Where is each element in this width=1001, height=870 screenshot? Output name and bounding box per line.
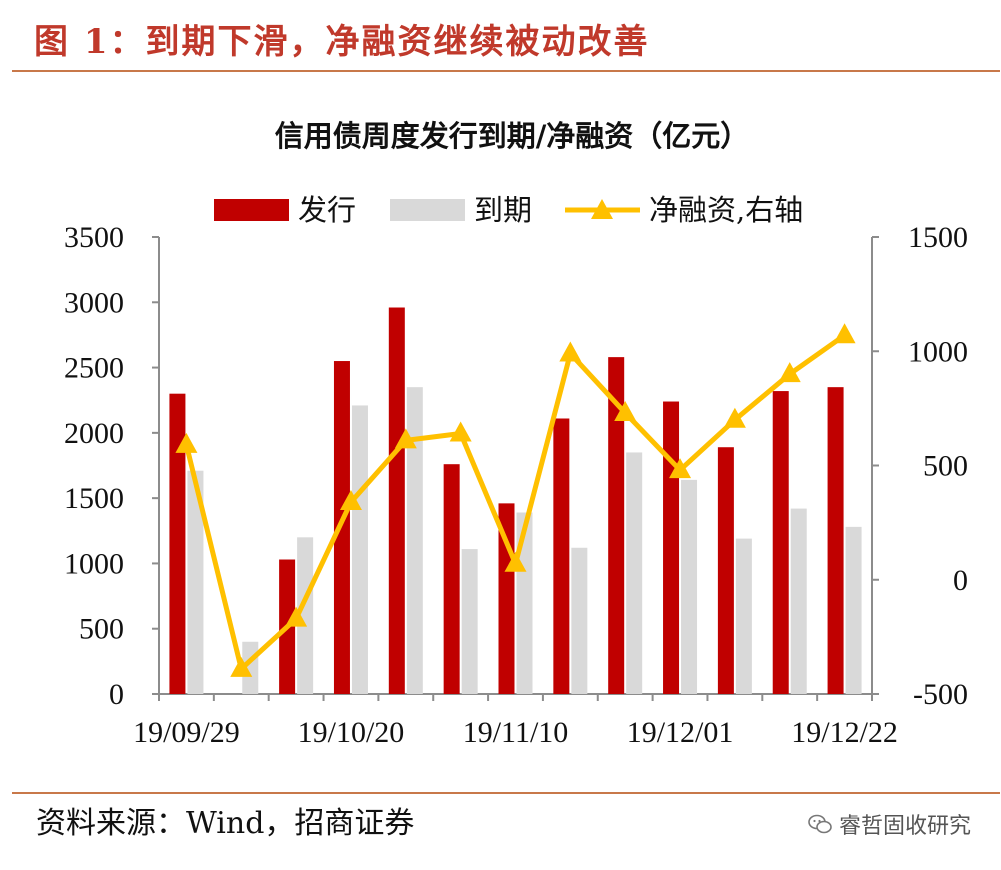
bar-maturity	[516, 512, 533, 694]
right-tick-label: 1500	[908, 221, 968, 254]
bar-maturity	[187, 470, 204, 694]
legend-swatch-maturity	[390, 199, 465, 221]
left-tick-label: 0	[109, 678, 124, 711]
watermark-label: 睿哲固收研究	[838, 814, 971, 839]
bar-issuance	[553, 418, 570, 694]
figure-title: 图 1：到期下滑，净融资继续被动改善	[34, 22, 650, 62]
axes: 0 500 1000 1500 2000 2500 3000 3500 -500 0 500 1000…	[64, 221, 968, 749]
left-tick-label: 500	[79, 613, 124, 646]
net-financing-point	[559, 341, 582, 362]
net-financing-point	[449, 421, 472, 442]
legend-label-issuance: 发行	[298, 193, 356, 227]
legend: 发行 到期 净融资,右轴	[214, 193, 803, 227]
legend-label-net: 净融资,右轴	[649, 193, 803, 227]
net-line	[175, 323, 856, 677]
right-tick-label: -500	[913, 678, 968, 711]
net-financing-point	[339, 490, 362, 511]
bar-maturity	[571, 547, 588, 694]
net-financing-point	[230, 656, 253, 677]
bars	[169, 307, 862, 694]
legend-swatch-issuance	[214, 199, 289, 221]
left-tick-label: 3500	[64, 221, 124, 254]
net-financing-point	[504, 551, 527, 572]
bar-issuance	[827, 387, 844, 694]
bar-issuance	[443, 464, 460, 694]
x-tick-label: 19/12/22	[791, 716, 898, 749]
bar-maturity	[845, 526, 862, 694]
bar-maturity	[351, 405, 368, 694]
net-financing-point	[669, 458, 692, 479]
bar-maturity	[735, 538, 752, 694]
bar-issuance	[772, 391, 789, 694]
bar-maturity	[626, 452, 643, 694]
bottom-rule	[12, 792, 1000, 794]
chart: 信用债周度发行到期/净融资（亿元） 发行 到期 净融资,右轴 0 500 1000 1…	[64, 119, 968, 749]
bar-issuance	[169, 393, 186, 694]
bar-issuance	[333, 361, 350, 694]
left-tick-label: 2000	[64, 417, 124, 450]
left-tick-label: 1000	[64, 547, 124, 580]
right-tick-label: 500	[923, 450, 968, 483]
net-financing-point	[175, 432, 198, 453]
net-financing-point	[723, 407, 746, 428]
bar-issuance	[663, 401, 680, 694]
x-tick-label: 19/10/20	[298, 716, 405, 749]
wechat-icon	[808, 814, 832, 834]
x-tick-label: 19/12/01	[627, 716, 734, 749]
chart-title: 信用债周度发行到期/净融资（亿元）	[275, 119, 750, 153]
bar-issuance	[717, 447, 734, 694]
left-tick-label: 1500	[64, 482, 124, 515]
left-tick-label: 2500	[64, 352, 124, 385]
legend-marker-net	[591, 199, 613, 219]
source-note: 资料来源：Wind，招商证券	[36, 806, 415, 841]
legend-label-maturity: 到期	[474, 193, 532, 227]
bar-maturity	[461, 549, 478, 694]
right-tick-label: 0	[953, 564, 968, 597]
net-financing-point	[778, 362, 801, 383]
bar-maturity	[297, 537, 314, 694]
x-tick-label: 19/11/10	[463, 716, 569, 749]
net-financing-point	[394, 428, 417, 449]
x-tick-label: 19/09/29	[133, 716, 240, 749]
bar-issuance	[608, 357, 625, 694]
watermark: 睿哲固收研究	[807, 808, 971, 840]
net-financing-point	[285, 606, 308, 627]
left-tick-label: 3000	[64, 286, 124, 319]
net-financing-point	[833, 323, 856, 344]
bar-maturity	[406, 387, 423, 694]
bar-maturity	[681, 479, 698, 694]
bar-maturity	[790, 508, 807, 694]
top-rule	[12, 70, 1000, 72]
bar-issuance	[388, 307, 405, 694]
net-financing-point	[614, 400, 637, 421]
right-tick-label: 1000	[908, 335, 968, 368]
